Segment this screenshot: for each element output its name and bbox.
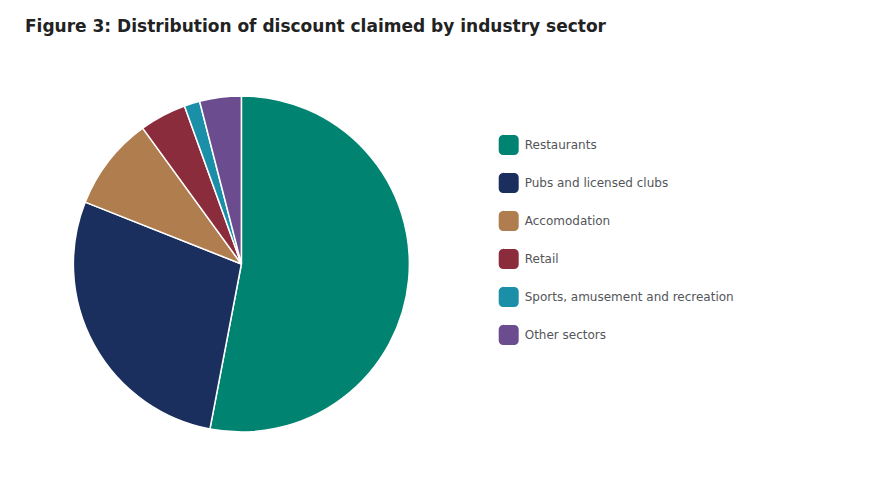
svg-text:Other sectors: Other sectors: [525, 328, 606, 342]
svg-text:Retail: Retail: [525, 252, 559, 266]
svg-text:Pubs and licensed clubs: Pubs and licensed clubs: [525, 176, 668, 190]
svg-text:Sports, amusement and recreati: Sports, amusement and recreation: [525, 290, 734, 304]
svg-text:Accomodation: Accomodation: [525, 214, 611, 228]
svg-text:Restaurants: Restaurants: [525, 138, 597, 152]
svg-text:Figure 3: Distribution of disc: Figure 3: Distribution of discount claim…: [25, 16, 607, 36]
